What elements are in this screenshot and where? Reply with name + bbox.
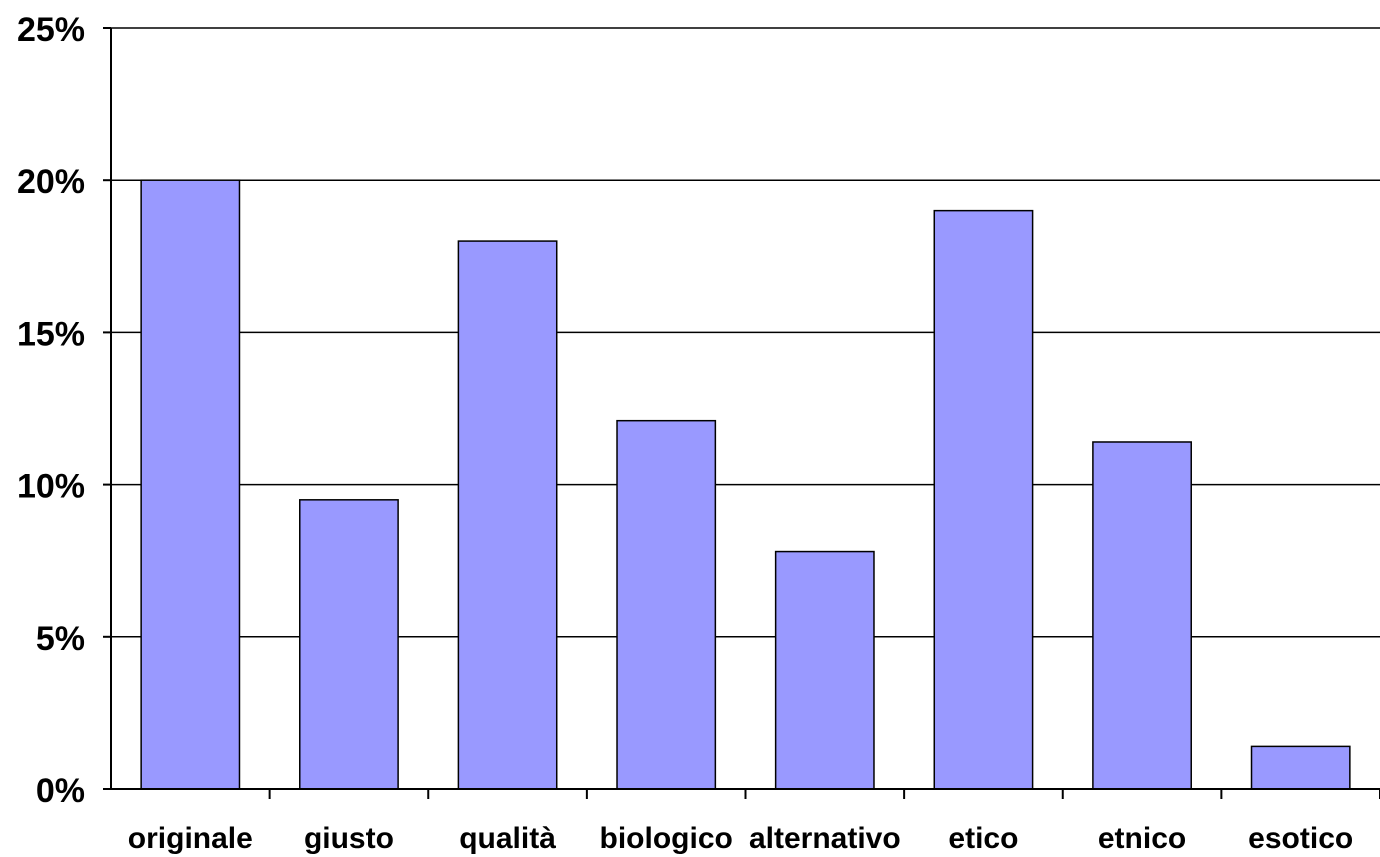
bar-alternativo xyxy=(774,550,875,790)
category-label: biologico xyxy=(600,822,733,855)
category-label: originale xyxy=(128,822,253,855)
category-label: alternativo xyxy=(749,822,901,855)
category-label: etico xyxy=(948,822,1018,855)
category-label: giusto xyxy=(304,822,394,855)
category-label: esotico xyxy=(1248,822,1353,855)
bar-biologico xyxy=(616,419,717,790)
y-tick-labels: 0% 5% 10% 15% 20% 25% xyxy=(17,11,111,810)
y-tick-label: 25% xyxy=(17,11,85,49)
category-label: etnico xyxy=(1098,822,1186,855)
bars xyxy=(140,179,1351,790)
bar-originale xyxy=(140,179,241,790)
y-tick-label: 10% xyxy=(17,468,85,506)
y-tick-label: 0% xyxy=(36,772,85,810)
bar-esotico xyxy=(1250,745,1351,790)
bar-qualità xyxy=(457,240,558,790)
category-labels: originale giusto qualità biologico alternati… xyxy=(128,822,1353,855)
y-tick-label: 5% xyxy=(36,620,85,658)
bar-etico xyxy=(933,209,1034,790)
y-tick-label: 20% xyxy=(17,163,85,201)
x-tick-marks xyxy=(268,789,1380,799)
y-tick-label: 15% xyxy=(17,315,85,353)
bar-etnico xyxy=(1092,441,1192,790)
category-label: qualità xyxy=(459,822,556,855)
bar-giusto xyxy=(299,499,399,790)
